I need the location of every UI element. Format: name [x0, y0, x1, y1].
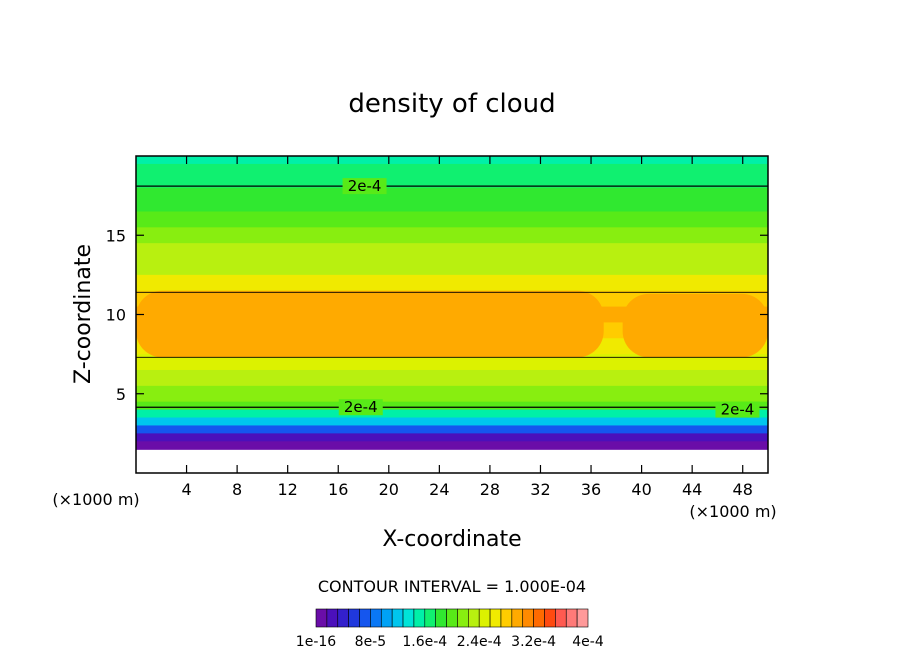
colorbar-swatch — [315, 608, 328, 628]
density-band — [136, 163, 768, 189]
colorbar-tick-label: 1e-16 — [296, 634, 336, 650]
colorbar-swatch — [446, 608, 458, 628]
x-tick-label: 36 — [581, 480, 601, 499]
contour-interval-text: CONTOUR INTERVAL = 1.000E-04 — [318, 577, 586, 596]
x-tick-label: 12 — [278, 480, 298, 499]
density-band — [136, 259, 768, 276]
colorbar-swatch — [348, 608, 360, 628]
density-band — [136, 369, 768, 387]
colorbar-swatch — [576, 608, 589, 628]
colorbar-swatch — [544, 608, 556, 628]
contour-label: 2e-4 — [348, 177, 382, 195]
colorbar-swatch — [478, 608, 491, 628]
y-tick-label: 10 — [106, 306, 126, 325]
colorbar-tick-label: 4e-4 — [572, 634, 604, 650]
density-band — [136, 401, 768, 411]
density-band — [136, 187, 768, 213]
colorbar-tick-label: 8e-5 — [355, 634, 386, 650]
contour-label-background — [715, 401, 760, 418]
density-band — [136, 274, 768, 292]
colorbar-tick-label: 2.4e-4 — [457, 634, 502, 650]
colorbar-swatch — [402, 608, 415, 628]
y-axis-label: Z-coordinate — [71, 244, 96, 384]
density-band — [136, 227, 768, 244]
colorbar-swatch — [511, 608, 524, 628]
density-band — [136, 354, 768, 371]
colorbar: 1e-16 8e-5 1.6e-4 2.4e-4 3.2e-4 4e-4 — [296, 608, 604, 650]
x-tick-label: 20 — [379, 480, 399, 499]
density-band — [136, 156, 768, 165]
colorbar-swatch — [500, 608, 513, 628]
colorbar-swatch — [359, 608, 371, 628]
contour-label: 2e-4 — [721, 401, 755, 419]
density-band — [136, 433, 768, 442]
x-tick-label: 44 — [682, 480, 702, 499]
x-unit-label-left: (×1000 m) — [52, 490, 139, 509]
contour-label-background — [338, 399, 383, 416]
colorbar-swatch — [337, 608, 349, 628]
x-tick-label: 16 — [328, 480, 348, 499]
x-tick-label: 4 — [181, 480, 191, 499]
density-band — [136, 243, 768, 260]
x-tick-label: 24 — [429, 480, 449, 499]
density-band — [136, 417, 768, 427]
colorbar-swatch — [489, 608, 502, 628]
y-tick-label: 5 — [116, 385, 126, 404]
colorbar-swatch — [380, 608, 393, 628]
density-band — [136, 409, 768, 419]
x-unit-label-right: (×1000 m) — [689, 502, 776, 521]
colorbar-swatch — [522, 608, 534, 628]
colorbar-swatch — [435, 608, 447, 628]
contour-label-background — [342, 178, 387, 195]
colorbar-swatch — [533, 608, 545, 628]
chart-title: density of cloud — [348, 89, 555, 119]
colorbar-swatch — [468, 608, 480, 628]
colorbar-swatch — [413, 608, 426, 628]
x-tick-label: 32 — [530, 480, 550, 499]
density-band — [136, 441, 768, 450]
x-tick-label: 40 — [631, 480, 651, 499]
x-tick-label: 48 — [733, 480, 753, 499]
contour-label: 2e-4 — [344, 398, 378, 416]
colorbar-tick-label: 1.6e-4 — [402, 634, 447, 650]
colorbar-swatch — [326, 608, 339, 628]
density-core-region — [136, 290, 604, 358]
density-core-region — [622, 293, 768, 358]
colorbar-swatch — [555, 608, 567, 628]
y-tick-label: 15 — [106, 226, 126, 245]
x-tick-label: 28 — [480, 480, 500, 499]
colorbar-swatch — [391, 608, 404, 628]
colorbar-swatch — [370, 608, 382, 628]
density-band — [136, 425, 768, 434]
colorbar-swatch — [424, 608, 436, 628]
x-tick-label: 8 — [232, 480, 242, 499]
x-axis-label: X-coordinate — [382, 527, 521, 552]
density-band — [136, 211, 768, 228]
colorbar-swatch — [565, 608, 578, 628]
density-band — [136, 385, 768, 403]
colorbar-swatch — [457, 608, 469, 628]
colorbar-tick-label: 3.2e-4 — [511, 634, 556, 650]
